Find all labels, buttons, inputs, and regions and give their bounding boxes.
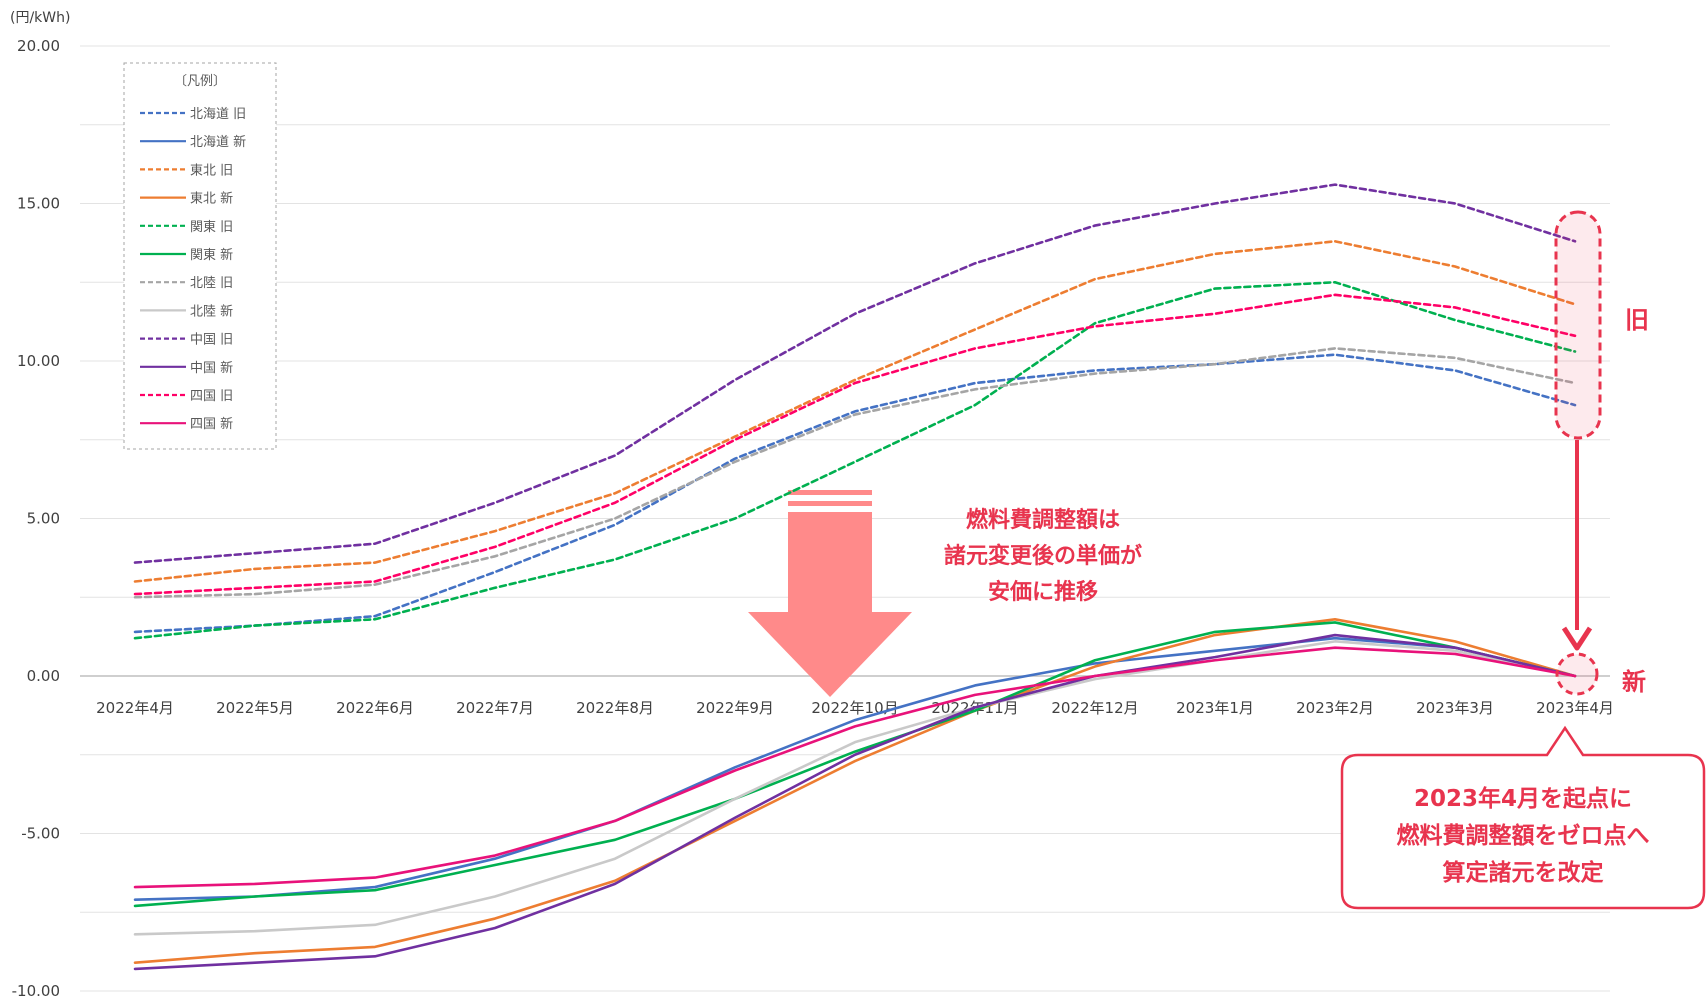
legend-label: 関東 新 <box>190 247 233 263</box>
series-line-9 <box>133 183 1577 564</box>
y-tick-label: -5.00 <box>21 825 60 843</box>
series-line-8 <box>133 640 1577 936</box>
legend-label: 東北 新 <box>190 191 233 207</box>
y-tick-label: 5.00 <box>27 510 60 528</box>
series-line-5 <box>133 280 1577 640</box>
x-tick-label: 2022年12月 <box>1051 699 1138 717</box>
center-note-line-3: 安価に推移 <box>988 579 1098 605</box>
x-tick-label: 2023年1月 <box>1176 699 1254 717</box>
series-line-12 <box>133 646 1577 889</box>
center-note-line-2: 諸元変更後の単価が <box>944 543 1142 569</box>
x-tick-label: 2022年4月 <box>96 699 174 717</box>
legend-label: 四国 新 <box>190 416 233 432</box>
y-tick-label: 15.00 <box>17 195 60 213</box>
series-line-10 <box>133 633 1577 971</box>
series-line-2 <box>133 636 1577 901</box>
x-axis-ticks: 2022年4月 2022年5月 2022年6月 2022年7月 2022年8月 2022年… <box>96 699 1614 717</box>
series-line-1 <box>133 353 1577 634</box>
down-arrow-annotation <box>748 490 912 697</box>
x-tick-label: 2022年6月 <box>336 699 414 717</box>
x-tick-label: 2022年9月 <box>696 699 774 717</box>
series-line-11 <box>133 293 1577 596</box>
x-tick-label: 2022年10月 <box>811 699 898 717</box>
series-line-7 <box>133 347 1577 599</box>
y-tick-label: -10.00 <box>12 982 60 1000</box>
old-to-new-arrow <box>1561 440 1593 651</box>
y-tick-label: 20.00 <box>17 37 60 55</box>
callout-line-2: 燃料費調整額をゼロ点へ <box>1397 822 1650 849</box>
new-values-highlight <box>1555 652 1599 696</box>
legend-title: 〔凡例〕 <box>174 74 226 89</box>
y-tick-label: 0.00 <box>27 667 60 685</box>
x-tick-label: 2022年8月 <box>576 699 654 717</box>
legend-label: 北陸 新 <box>190 303 233 319</box>
center-note-line-1: 燃料費調整額は <box>966 507 1120 533</box>
legend-label: 北海道 旧 <box>190 107 246 122</box>
x-tick-label: 2022年5月 <box>216 699 294 717</box>
series-line-3 <box>133 240 1577 583</box>
center-note: 燃料費調整額は 諸元変更後の単価が 安価に推移 <box>944 507 1142 605</box>
legend-label: 北海道 新 <box>190 134 246 150</box>
new-marker-label: 新 <box>1622 668 1646 696</box>
series-line-6 <box>133 621 1577 908</box>
x-tick-label: 2022年7月 <box>456 699 534 717</box>
legend-label: 東北 旧 <box>190 162 233 178</box>
y-tick-label: 10.00 <box>17 352 60 370</box>
x-tick-label: 2023年3月 <box>1416 699 1494 717</box>
legend-label: 四国 旧 <box>190 389 233 404</box>
legend-label: 北陸 旧 <box>190 275 233 291</box>
callout-box: 2023年4月を起点に 燃料費調整額をゼロ点へ 算定諸元を改定 <box>1340 725 1706 910</box>
callout-line-3: 算定諸元を改定 <box>1443 859 1604 886</box>
legend-label: 中国 新 <box>190 360 233 376</box>
legend-label: 中国 旧 <box>190 333 233 348</box>
callout-line-1: 2023年4月を起点に <box>1414 785 1632 812</box>
legend-label: 関東 旧 <box>190 219 233 235</box>
x-tick-label: 2023年4月 <box>1536 699 1614 717</box>
old-marker-label: 旧 <box>1625 306 1649 334</box>
series-lines <box>133 183 1577 971</box>
series-line-4 <box>133 617 1577 964</box>
old-values-highlight <box>1554 210 1602 440</box>
y-axis-ticks: 20.00 15.00 10.00 5.00 0.00 -5.00 -10.00 <box>12 37 60 1000</box>
x-tick-label: 2023年2月 <box>1296 699 1374 717</box>
y-axis-unit-label: (円/kWh) <box>10 10 70 26</box>
